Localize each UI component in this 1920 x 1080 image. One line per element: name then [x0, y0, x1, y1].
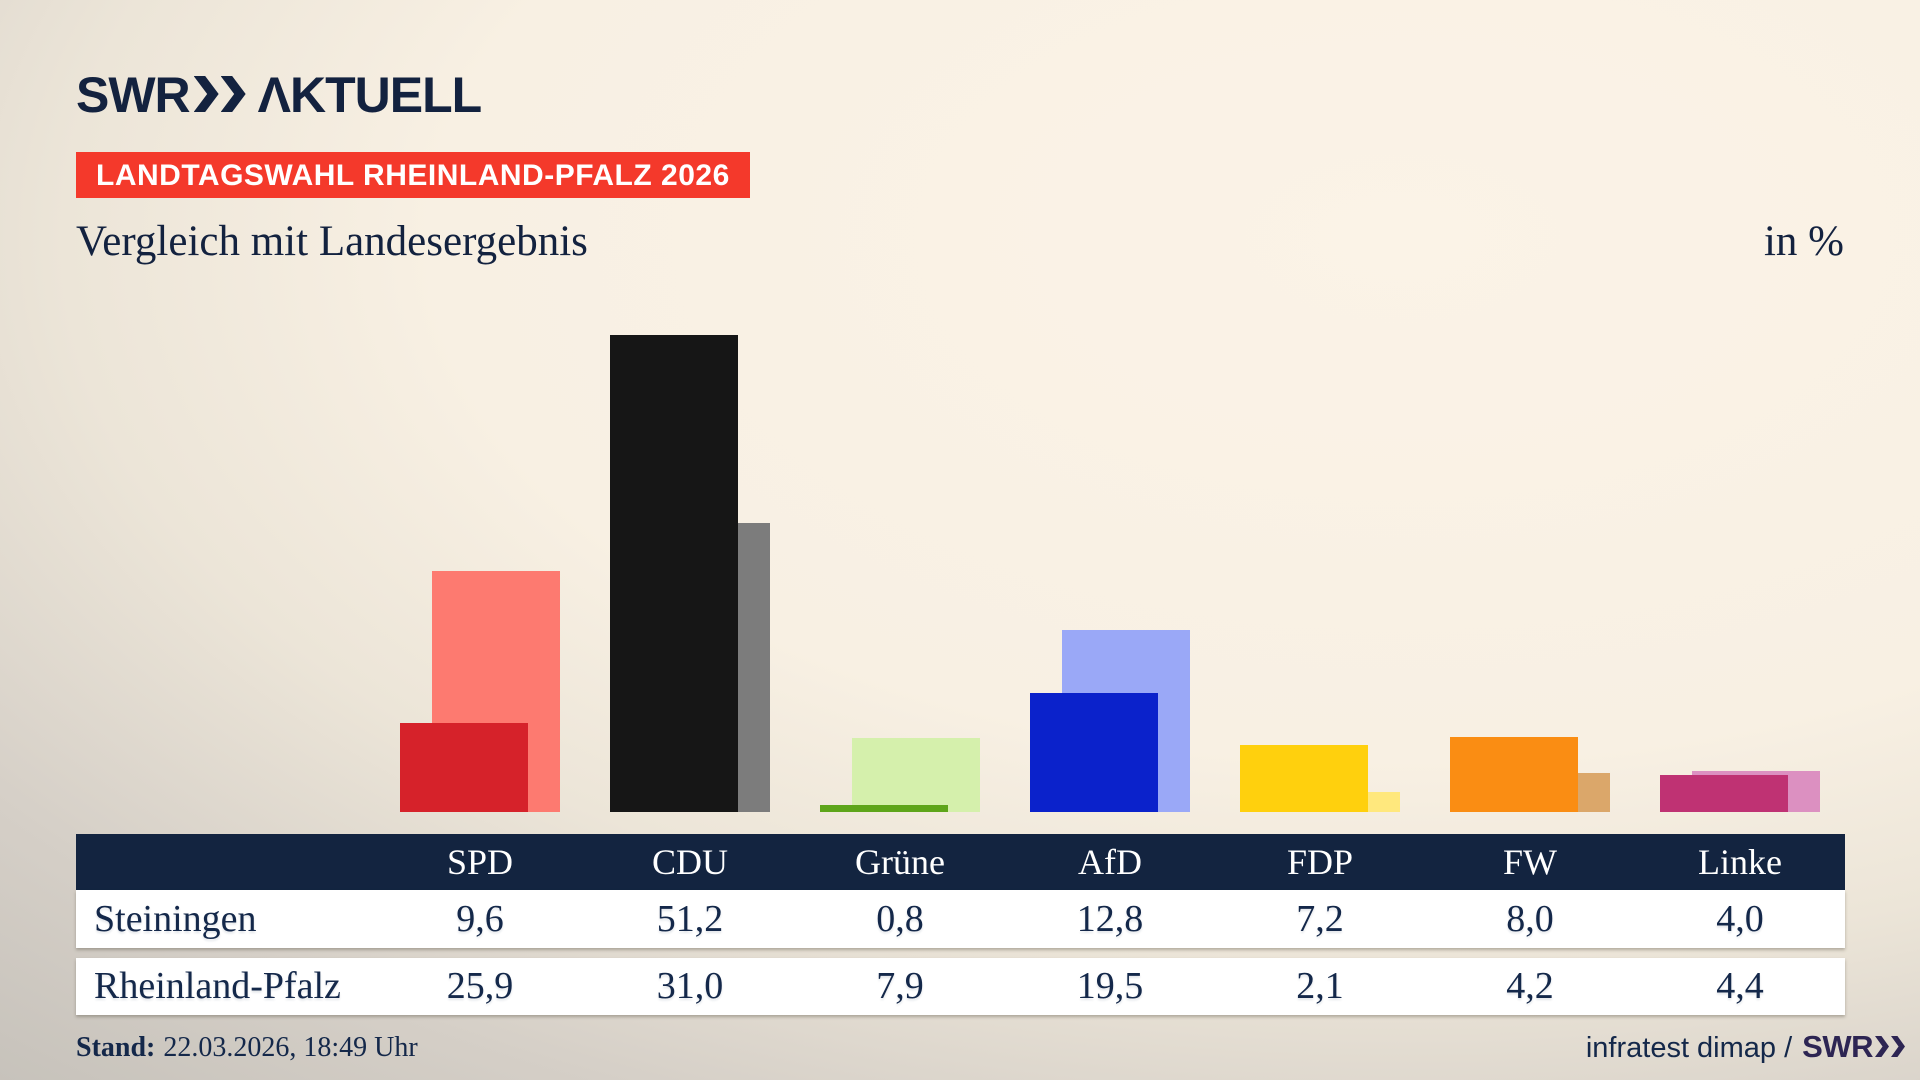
cell-rheinland-pfalz-afd: 19,5	[1076, 965, 1144, 1007]
cell-steiningen-fw: 8,0	[1506, 898, 1554, 940]
cell-rheinland-pfalz-fw: 4,2	[1506, 965, 1554, 1007]
bar-chart	[0, 272, 1920, 812]
bar-group-grune	[795, 272, 1005, 812]
column-header-linke: Linke	[1698, 842, 1782, 882]
bar-spd-steiningen	[400, 723, 528, 812]
chart-title: Vergleich mit Landesergebnis	[76, 218, 588, 265]
bar-group-linke	[1635, 272, 1845, 812]
footer-source: infratest dimap / SWR	[1586, 1028, 1905, 1067]
cell-steiningen-fdp: 7,2	[1296, 898, 1344, 940]
cell-steiningen-grune: 0,8	[876, 898, 924, 940]
logo-swr-text: SWR	[76, 67, 191, 123]
unit-label: in %	[1763, 218, 1844, 265]
row-label-rheinland-pfalz: Rheinland-Pfalz	[94, 965, 341, 1007]
title-row: Vergleich mit Landesergebnis in %	[76, 220, 1844, 270]
cell-rheinland-pfalz-fdp: 2,1	[1296, 965, 1344, 1007]
bar-cdu-steiningen	[610, 335, 738, 812]
bar-grune-rheinland-pfalz	[852, 738, 980, 812]
cell-rheinland-pfalz-spd: 25,9	[446, 965, 514, 1007]
column-header-grune: Grüne	[855, 842, 945, 882]
bar-fw-steiningen	[1450, 737, 1578, 812]
bar-group-afd	[1005, 272, 1215, 812]
row-label-steiningen: Steiningen	[94, 898, 257, 940]
column-header-afd: AfD	[1078, 842, 1142, 882]
election-badge: LANDTAGSWAHL RHEINLAND-PFALZ 2026	[76, 152, 750, 198]
chevron-right-icon	[220, 76, 246, 112]
bar-afd-steiningen	[1030, 693, 1158, 812]
table-row-rheinland-pfalz: Rheinland-Pfalz 25,9 31,0 7,9 19,5 2,1 4,2 4,4	[76, 958, 1845, 1015]
chevron-right-icon	[1891, 1036, 1905, 1057]
stand-label: Stand:	[76, 1032, 156, 1063]
bar-group-fw	[1425, 272, 1635, 812]
chevron-right-icon	[193, 76, 219, 112]
bar-grune-steiningen	[820, 805, 948, 812]
column-header-fdp: FDP	[1286, 842, 1354, 882]
source-text: infratest dimap /	[1585, 1032, 1793, 1064]
table-corner-cell	[76, 834, 375, 890]
source-swr-logo: SWR	[1802, 1029, 1905, 1064]
chevron-right-icon	[1875, 1036, 1889, 1057]
bar-group-cdu	[585, 272, 795, 812]
cell-steiningen-linke: 4,0	[1716, 898, 1764, 940]
column-header-cdu: CDU	[651, 842, 728, 882]
column-header-spd: SPD	[446, 842, 514, 882]
cell-rheinland-pfalz-linke: 4,4	[1716, 965, 1764, 1007]
column-header-fw: FW	[1503, 842, 1557, 882]
footer-stand: Stand: 22.03.2026, 18:49 Uhr	[76, 1030, 418, 1066]
cell-steiningen-cdu: 51,2	[656, 898, 724, 940]
bar-group-spd	[375, 272, 585, 812]
stand-value: 22.03.2026, 18:49 Uhr	[163, 1032, 418, 1063]
cell-steiningen-spd: 9,6	[456, 898, 504, 940]
bar-group-fdp	[1215, 272, 1425, 812]
bar-fdp-steiningen	[1240, 745, 1368, 812]
table-row-steiningen: Steiningen 9,6 51,2 0,8 12,8 7,2 8,0 4,0	[76, 890, 1845, 948]
table-header-row: SPD CDU Grüne AfD FDP FW Linke	[76, 834, 1845, 890]
cell-rheinland-pfalz-grune: 7,9	[876, 965, 924, 1007]
logo-aktuell-text: ΛKTUELL	[257, 67, 483, 123]
swr-aktuell-logo: SWR ΛKTUELL	[76, 67, 483, 123]
bar-linke-steiningen	[1660, 775, 1788, 812]
cell-rheinland-pfalz-cdu: 31,0	[656, 965, 724, 1007]
cell-steiningen-afd: 12,8	[1076, 898, 1144, 940]
